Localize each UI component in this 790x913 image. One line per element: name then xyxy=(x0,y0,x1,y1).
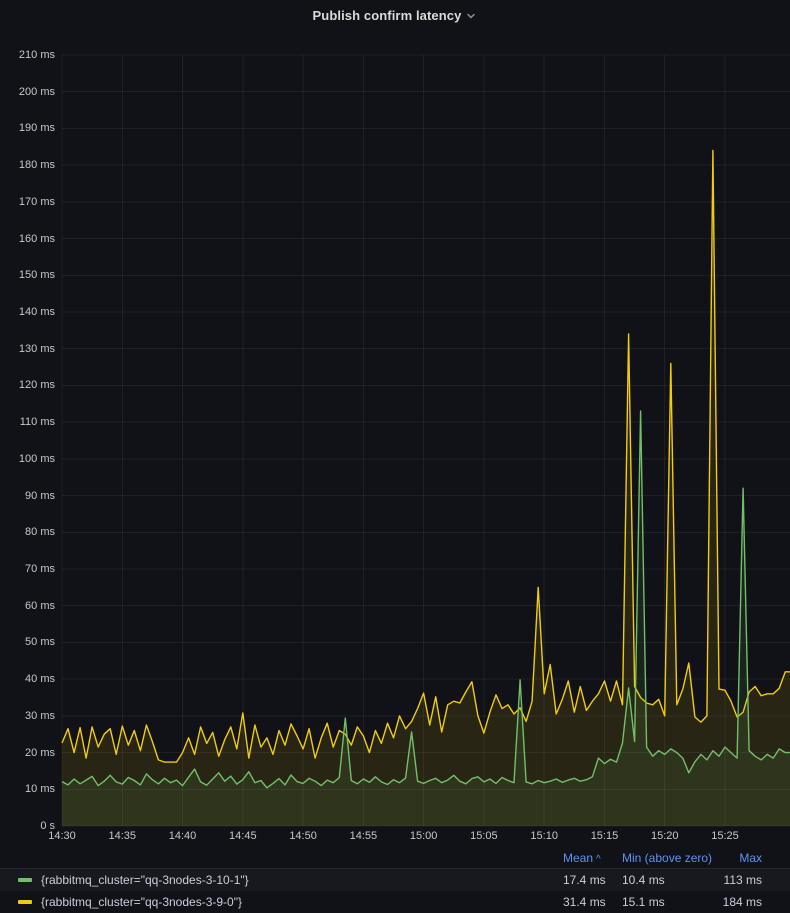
y-axis-tick-label: 90 ms xyxy=(25,489,55,502)
x-axis-tick-label: 14:30 xyxy=(48,830,76,842)
y-axis-tick-label: 150 ms xyxy=(18,269,55,282)
series-label[interactable]: {rabbitmq_cluster="qq-3nodes-3-10-1"} xyxy=(41,873,249,887)
series-min-value: 10.4 ms xyxy=(622,873,665,887)
legend-table: Mean ^ Min (above zero) Max {rabbitmq_clu… xyxy=(0,847,790,913)
y-axis-tick-label: 50 ms xyxy=(25,636,55,649)
x-axis-tick-label: 14:35 xyxy=(108,830,137,842)
y-axis-tick-label: 20 ms xyxy=(25,746,55,759)
y-axis-tick-label: 130 ms xyxy=(18,342,55,355)
legend-sort-mean[interactable]: Mean ^ xyxy=(563,850,601,865)
legend-sort-min[interactable]: Min (above zero) xyxy=(622,850,713,865)
series-color-swatch-yellow xyxy=(18,900,32,904)
y-axis-tick-label: 210 ms xyxy=(18,49,55,61)
y-axis-tick-label: 70 ms xyxy=(25,563,55,575)
y-axis-tick-label: 40 ms xyxy=(25,673,55,686)
sort-ascending-icon: ^ xyxy=(596,853,601,865)
series-mean-value: 31.4 ms xyxy=(563,895,606,909)
chart-canvas[interactable] xyxy=(0,0,790,847)
x-axis-tick-label: 15:20 xyxy=(650,830,679,842)
x-axis-tick-label: 15:10 xyxy=(530,830,558,842)
series-max-value: 184 ms xyxy=(722,895,762,909)
series-label[interactable]: {rabbitmq_cluster="qq-3nodes-3-9-0"} xyxy=(41,895,242,909)
y-axis-tick-label: 120 ms xyxy=(18,379,55,392)
y-axis-tick-label: 0 s xyxy=(40,820,55,832)
legend-row[interactable]: {rabbitmq_cluster="qq-3nodes-3-10-1"} 17… xyxy=(0,869,790,891)
y-axis-tick-label: 80 ms xyxy=(25,526,55,539)
x-axis-tick-label: 15:15 xyxy=(590,830,619,842)
panel-header: Publish confirm latency xyxy=(0,0,790,30)
time-series-chart[interactable]: 0 s 10 ms 20 ms 30 ms 40 ms 50 ms 60 ms 70 ms 80… xyxy=(0,0,790,847)
y-axis-tick-label: 60 ms xyxy=(25,599,55,612)
panel-title[interactable]: Publish confirm latency xyxy=(312,7,462,23)
y-axis-tick-label: 140 ms xyxy=(18,306,55,318)
y-axis-tick-label: 170 ms xyxy=(18,195,55,208)
x-axis-tick-label: 15:25 xyxy=(711,830,739,842)
y-axis-tick-label: 30 ms xyxy=(25,709,55,722)
y-axis-tick-label: 100 ms xyxy=(18,452,55,465)
series-mean-value: 17.4 ms xyxy=(563,873,606,887)
y-axis-tick-label: 200 ms xyxy=(18,85,55,98)
x-axis-tick-label: 15:05 xyxy=(470,830,498,842)
y-axis-tick-label: 160 ms xyxy=(18,232,55,245)
y-axis-tick-label: 190 ms xyxy=(18,122,55,135)
series-max-value: 113 ms xyxy=(723,873,762,887)
x-axis-tick-label: 14:55 xyxy=(349,830,378,842)
y-axis-tick-label: 110 ms xyxy=(19,416,55,429)
x-axis-tick-label: 14:50 xyxy=(289,830,317,842)
series-color-swatch-green xyxy=(18,878,32,882)
legend-sort-max[interactable]: Max xyxy=(739,850,762,865)
legend-header-row: Mean ^ Min (above zero) Max xyxy=(0,847,790,869)
y-axis-tick-label: 180 ms xyxy=(18,159,55,172)
series-min-value: 15.1 ms xyxy=(622,895,665,909)
x-axis-tick-label: 14:40 xyxy=(168,830,197,842)
x-axis-tick-label: 14:45 xyxy=(229,830,257,842)
legend-row[interactable]: {rabbitmq_cluster="qq-3nodes-3-9-0"} 31.… xyxy=(0,891,790,913)
chevron-down-icon[interactable] xyxy=(465,10,477,22)
x-axis-tick-label: 15:00 xyxy=(409,830,438,842)
y-axis-tick-label: 10 ms xyxy=(25,783,55,796)
